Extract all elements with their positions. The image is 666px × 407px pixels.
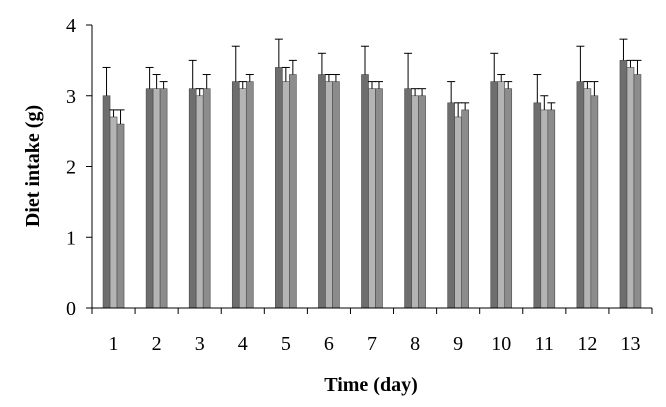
x-tick-label: 10 bbox=[491, 333, 511, 355]
bar bbox=[533, 102, 542, 309]
bar bbox=[626, 67, 635, 309]
bar bbox=[504, 88, 513, 309]
bar bbox=[418, 95, 426, 309]
x-tick-label: 11 bbox=[535, 333, 554, 355]
bar bbox=[619, 60, 628, 309]
x-tick-label: 13 bbox=[620, 333, 640, 355]
y-tick-label: 0 bbox=[66, 298, 76, 320]
bar bbox=[202, 88, 211, 309]
bar bbox=[102, 95, 111, 309]
y-tick-label: 2 bbox=[66, 157, 76, 179]
bars-layer bbox=[102, 60, 642, 309]
bar bbox=[318, 74, 326, 309]
bar bbox=[576, 81, 585, 309]
bar bbox=[289, 74, 297, 309]
bar bbox=[245, 81, 254, 309]
y-tick-label: 4 bbox=[66, 15, 76, 37]
bar bbox=[411, 95, 419, 309]
bar bbox=[109, 116, 118, 309]
y-axis-title: Diet intake (g) bbox=[22, 105, 44, 227]
bar bbox=[231, 81, 240, 309]
bar bbox=[461, 109, 469, 309]
bar bbox=[375, 88, 383, 309]
x-tick-label: 7 bbox=[367, 333, 377, 355]
x-tick-label: 2 bbox=[152, 333, 162, 355]
bar bbox=[447, 102, 455, 309]
bar bbox=[368, 88, 376, 309]
bar bbox=[583, 88, 592, 309]
bar bbox=[590, 95, 599, 309]
bar bbox=[361, 74, 369, 309]
x-tick-label: 3 bbox=[195, 333, 205, 355]
x-tick-label: 8 bbox=[410, 333, 420, 355]
bar bbox=[404, 88, 412, 309]
x-tick-label: 5 bbox=[281, 333, 291, 355]
bar bbox=[238, 88, 247, 309]
bar bbox=[159, 88, 168, 309]
bar bbox=[275, 67, 283, 309]
x-tick-label: 9 bbox=[453, 333, 463, 355]
bar bbox=[116, 123, 125, 309]
bar bbox=[325, 81, 333, 309]
x-axis-title: Time (day) bbox=[324, 374, 418, 396]
x-tick-label: 1 bbox=[109, 333, 119, 355]
bar bbox=[332, 81, 340, 309]
bar bbox=[497, 81, 506, 309]
bar bbox=[152, 88, 161, 309]
bar bbox=[454, 116, 462, 309]
bar bbox=[195, 95, 204, 309]
bar bbox=[188, 88, 197, 309]
bar bbox=[490, 81, 499, 309]
x-tick-label: 12 bbox=[577, 333, 597, 355]
y-tick-label: 3 bbox=[66, 86, 76, 108]
error-bars-layer bbox=[102, 38, 642, 125]
axes-layer bbox=[86, 24, 653, 314]
x-tick-label: 4 bbox=[238, 333, 248, 355]
bar bbox=[145, 88, 154, 309]
y-tick-label: 1 bbox=[66, 227, 76, 249]
bar bbox=[633, 74, 642, 309]
bar bbox=[540, 109, 549, 309]
bar bbox=[547, 109, 556, 309]
x-tick-label: 6 bbox=[324, 333, 334, 355]
bar bbox=[282, 81, 290, 309]
